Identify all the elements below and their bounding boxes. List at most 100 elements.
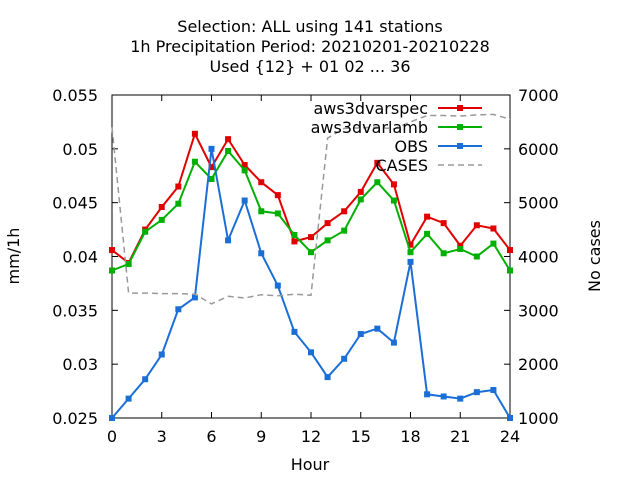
data-point-aws3dvarspec <box>291 238 298 245</box>
data-point-obs <box>407 258 414 265</box>
data-point-aws3dvarspec <box>208 164 215 171</box>
data-point-aws3dvarlamb <box>158 216 165 223</box>
data-point-aws3dvarlamb <box>225 147 232 154</box>
y-axis-label: mm/1h <box>4 228 23 285</box>
data-point-obs <box>208 145 215 152</box>
data-point-obs <box>390 339 397 346</box>
data-point-obs <box>142 376 149 383</box>
plot-frame <box>111 94 511 419</box>
series-aws3dvarlamb <box>109 147 513 274</box>
data-point-aws3dvarspec <box>457 242 464 249</box>
data-point-aws3dvarlamb <box>341 227 348 234</box>
y2-tick-label: 2000 <box>518 355 559 374</box>
data-point-aws3dvarspec <box>407 241 414 248</box>
x-axis-ticks: 0 3 6 9 12 15 18 21 24 <box>107 95 520 446</box>
data-point-aws3dvarlamb <box>191 158 198 165</box>
data-point-aws3dvarspec <box>390 181 397 188</box>
series-obs <box>109 145 513 421</box>
series-aws3dvarspec <box>109 130 513 266</box>
data-point-aws3dvarlamb <box>208 175 215 182</box>
data-point-obs <box>490 387 497 394</box>
data-point-obs <box>457 395 464 402</box>
data-point-aws3dvarspec <box>357 188 364 195</box>
x-tick-label: 12 <box>301 427 321 446</box>
legend-item-aws3dvarlamb: aws3dvarlamb <box>311 118 482 137</box>
legend-label: aws3dvarlamb <box>311 118 428 137</box>
legend-label: CASES <box>375 156 428 175</box>
data-point-obs <box>175 306 182 313</box>
data-point-obs <box>357 331 364 338</box>
legend-label: OBS <box>395 137 428 156</box>
data-point-aws3dvarlamb <box>507 267 513 274</box>
y-tick-label: 0.03 <box>62 355 98 374</box>
y-tick-label: 0.055 <box>52 86 98 105</box>
y2-axis-label: No cases <box>585 220 604 292</box>
legend-item-obs: OBS <box>395 137 482 156</box>
x-tick-label: 24 <box>500 427 520 446</box>
data-point-aws3dvarspec <box>424 213 431 220</box>
data-point-obs <box>324 374 331 381</box>
legend-item-aws3dvarspec: aws3dvarspec <box>313 99 482 118</box>
y2-tick-label: 6000 <box>518 140 559 159</box>
data-point-obs <box>291 328 298 335</box>
data-point-obs <box>158 351 165 358</box>
data-point-aws3dvarlamb <box>490 240 497 247</box>
data-point-aws3dvarlamb <box>374 179 381 186</box>
data-point-aws3dvarlamb <box>440 250 447 257</box>
data-point-aws3dvarlamb <box>274 210 281 217</box>
data-point-aws3dvarlamb <box>291 231 298 238</box>
x-tick-label: 0 <box>107 427 117 446</box>
chart-title: Selection: ALL using 141 stations 1h Pre… <box>130 17 490 76</box>
data-point-aws3dvarlamb <box>390 197 397 204</box>
data-point-aws3dvarlamb <box>407 249 414 256</box>
data-point-aws3dvarspec <box>225 136 232 143</box>
y-tick-label: 0.05 <box>62 140 98 159</box>
y2-tick-label: 3000 <box>518 301 559 320</box>
x-tick-label: 15 <box>351 427 371 446</box>
data-point-aws3dvarspec <box>158 203 165 210</box>
y-axis-ticks: 0.025 0.03 0.035 0.04 0.045 0.05 0.055 <box>52 86 118 428</box>
legend-marker <box>457 143 463 149</box>
data-point-aws3dvarlamb <box>258 208 265 215</box>
x-axis-label: Hour <box>291 455 330 474</box>
y2-tick-label: 5000 <box>518 194 559 213</box>
data-point-aws3dvarspec <box>241 161 248 168</box>
y-tick-label: 0.035 <box>52 301 98 320</box>
data-point-obs <box>258 250 265 257</box>
y2-tick-label: 7000 <box>518 86 559 105</box>
title-line-2: 1h Precipitation Period: 20210201-202102… <box>130 37 490 56</box>
data-point-aws3dvarlamb <box>125 261 132 268</box>
data-point-obs <box>109 415 115 421</box>
data-point-obs <box>274 282 281 289</box>
data-point-obs <box>440 393 447 400</box>
data-point-aws3dvarlamb <box>241 167 248 174</box>
legend-marker <box>457 124 463 130</box>
data-point-obs <box>225 237 232 244</box>
y-tick-label: 0.045 <box>52 194 98 213</box>
title-line-1: Selection: ALL using 141 stations <box>177 17 442 36</box>
data-point-obs <box>374 325 381 332</box>
data-point-aws3dvarspec <box>440 220 447 227</box>
data-point-aws3dvarspec <box>109 247 115 254</box>
x-tick-label: 6 <box>206 427 216 446</box>
x-tick-label: 18 <box>400 427 420 446</box>
data-point-aws3dvarlamb <box>357 196 364 203</box>
y2-tick-label: 1000 <box>518 409 559 428</box>
series-layer <box>109 113 513 421</box>
data-point-aws3dvarlamb <box>308 249 314 256</box>
data-point-aws3dvarspec <box>175 183 182 190</box>
legend-item-cases: CASES <box>375 156 482 175</box>
data-point-aws3dvarspec <box>490 225 497 232</box>
y-tick-label: 0.025 <box>52 409 98 428</box>
data-point-aws3dvarlamb <box>424 230 431 237</box>
data-point-aws3dvarlamb <box>142 228 149 235</box>
legend-marker <box>457 105 463 111</box>
data-point-obs <box>191 294 198 301</box>
data-point-aws3dvarlamb <box>457 245 464 252</box>
data-point-aws3dvarspec <box>473 222 480 229</box>
data-point-aws3dvarspec <box>191 130 198 137</box>
data-point-aws3dvarspec <box>274 192 281 199</box>
data-point-obs <box>341 355 348 362</box>
x-tick-label: 3 <box>157 427 167 446</box>
